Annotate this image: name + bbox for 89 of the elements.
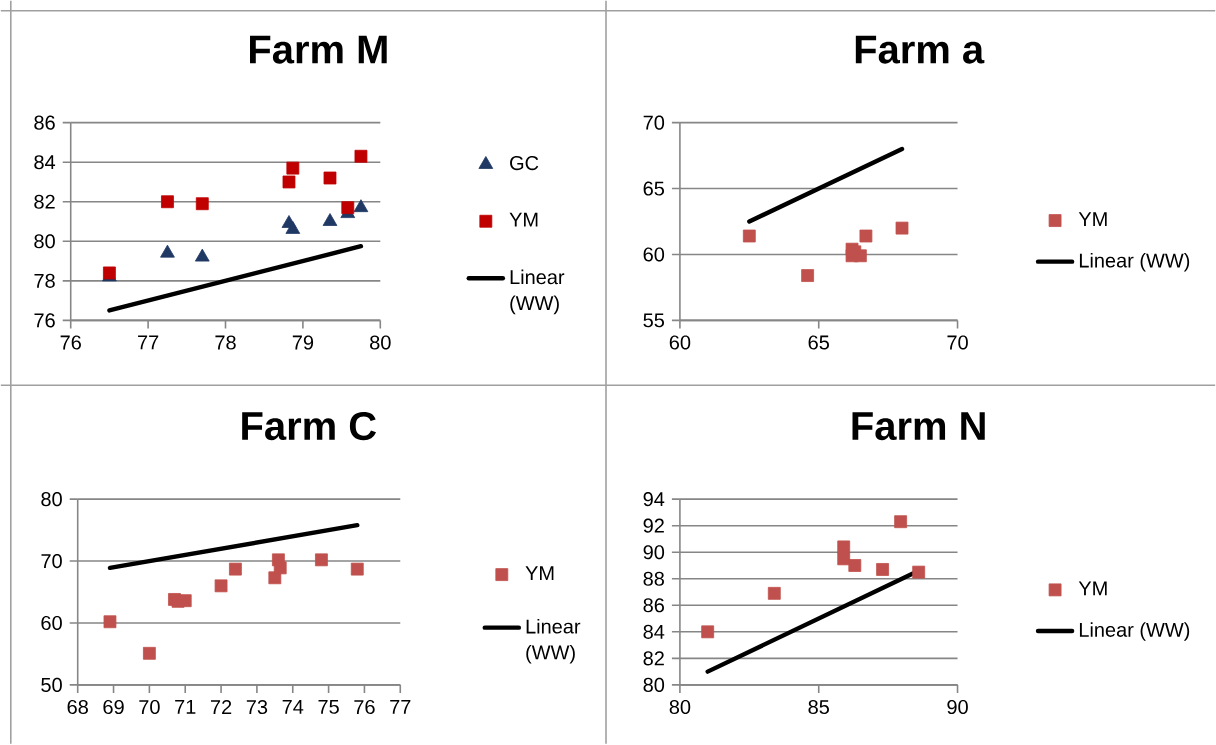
chart-title: Farm M <box>250 35 387 64</box>
y-tick-label: 80 <box>41 492 62 507</box>
y-tick-label: 94 <box>643 492 665 507</box>
x-tick-label: 80 <box>669 700 691 715</box>
y-tick-label: 70 <box>643 115 665 130</box>
point <box>853 249 867 263</box>
y-tick-label: 90 <box>643 545 665 560</box>
x-tick-label: 71 <box>175 700 196 714</box>
x-tick-label: 70 <box>139 700 160 715</box>
point <box>341 201 355 215</box>
x-tick-label: 70 <box>947 335 968 350</box>
y-tick-label: 78 <box>34 273 55 289</box>
legend-label: YM <box>509 213 538 227</box>
point <box>742 229 756 243</box>
x-tick-label: 76 <box>60 335 81 350</box>
point <box>350 562 364 576</box>
chart-title: Farm a <box>855 35 985 64</box>
point <box>912 565 926 579</box>
y-tick-label: 82 <box>34 194 55 209</box>
x-tick-label: 69 <box>103 700 124 715</box>
legend-label: YM <box>1078 581 1107 596</box>
point <box>195 197 209 211</box>
chart-title: Farm C <box>242 412 377 441</box>
x-tick-label: 76 <box>354 700 375 715</box>
legend-label: Linear (WW) <box>510 269 565 315</box>
legend-label: Linear (WW) <box>1079 253 1190 272</box>
legend-label: Linear (WW) <box>1079 622 1190 642</box>
y-tick-label: 80 <box>34 234 55 249</box>
legend-label: YM <box>525 566 554 581</box>
legend-label: YM <box>1078 212 1107 227</box>
y-tick-label: 88 <box>643 571 664 586</box>
x-tick-label: 75 <box>318 700 339 715</box>
point <box>837 552 851 566</box>
x-tick-label: 79 <box>292 335 314 350</box>
chart-title: Farm N <box>852 412 985 441</box>
point <box>229 562 242 576</box>
point <box>282 175 296 189</box>
point <box>286 161 300 175</box>
point <box>801 269 815 283</box>
y-tick-label: 84 <box>643 624 665 640</box>
x-tick-label: 65 <box>808 335 829 350</box>
point <box>837 540 851 554</box>
point <box>859 229 873 243</box>
y-tick-label: 76 <box>34 313 55 328</box>
point <box>322 213 338 227</box>
point <box>323 171 337 185</box>
y-tick-label: 65 <box>643 181 665 196</box>
y-tick-label: 55 <box>643 313 665 328</box>
x-tick-label: 77 <box>138 335 159 350</box>
point <box>285 221 301 235</box>
legend-label: GC <box>510 156 539 171</box>
legend-label: Linear (WW) <box>526 619 581 664</box>
point <box>848 559 862 573</box>
x-tick-label: 60 <box>669 335 691 350</box>
point <box>161 195 174 209</box>
y-tick-label: 92 <box>643 518 664 533</box>
y-tick-label: 84 <box>34 155 56 170</box>
x-tick-label: 73 <box>246 700 268 715</box>
x-tick-label: 85 <box>808 700 829 715</box>
x-tick-label: 90 <box>947 700 968 715</box>
point <box>214 579 228 593</box>
point <box>354 150 368 163</box>
y-tick-label: 70 <box>41 554 62 569</box>
y-tick-label: 50 <box>41 678 62 693</box>
point <box>701 625 715 639</box>
x-tick-label: 68 <box>67 700 88 715</box>
point <box>894 515 908 529</box>
point <box>178 594 192 608</box>
y-tick-label: 86 <box>34 115 55 130</box>
point <box>160 244 175 258</box>
point <box>142 647 156 660</box>
y-tick-label: 86 <box>643 598 664 613</box>
point <box>103 615 117 629</box>
x-tick-label: 77 <box>390 700 411 714</box>
x-tick-label: 78 <box>215 335 236 350</box>
point <box>315 553 328 567</box>
x-tick-label: 72 <box>210 700 232 715</box>
point <box>895 221 909 235</box>
x-tick-label: 74 <box>282 700 304 714</box>
y-tick-label: 80 <box>643 678 665 693</box>
x-tick-label: 80 <box>370 335 391 350</box>
point <box>353 199 369 213</box>
point <box>273 561 287 575</box>
y-tick-label: 82 <box>643 651 664 666</box>
point <box>767 587 781 600</box>
y-tick-label: 60 <box>643 247 665 262</box>
point <box>876 563 889 577</box>
y-tick-label: 60 <box>41 616 62 631</box>
point <box>194 248 210 262</box>
